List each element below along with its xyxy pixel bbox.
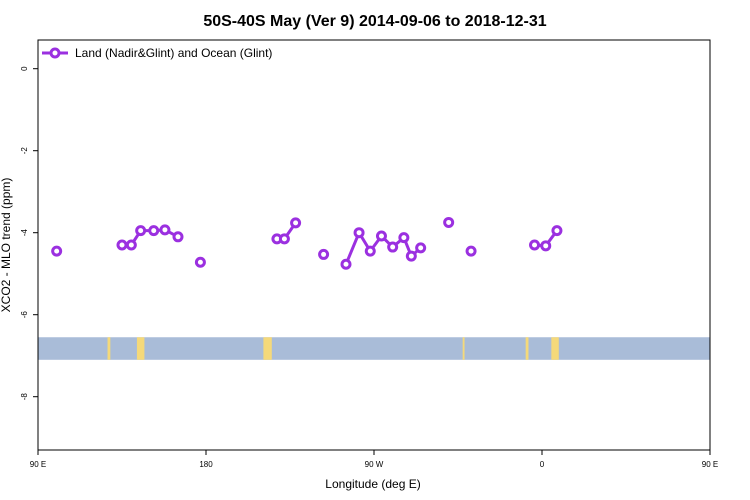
legend-entry: Land (Nadir&Glint) and Ocean (Glint) [75,46,272,60]
data-point-9 [278,233,290,245]
x-tick-label-1: 180 [199,460,213,469]
data-point-22 [529,239,541,251]
data-point-18 [405,250,417,262]
y-tick-label-4: -8 [20,393,29,401]
data-point-15 [375,230,387,242]
y-tick-label-2: -4 [20,229,29,237]
data-point-14 [364,245,376,257]
x-tick-label-0: 90 E [30,460,46,469]
map-strip [38,337,710,360]
map-land-2 [263,337,272,360]
data-point-19 [415,242,427,254]
y-tick-label-0: 0 [20,66,29,71]
data-point-12 [340,258,352,270]
map-land-1 [136,337,145,360]
y-axis-label: XCO2 - MLO trend (ppm) [0,178,13,313]
data-point-11 [318,248,330,260]
x-axis-label: Longitude (deg E) [325,477,420,491]
data-point-2 [125,239,137,251]
map-ocean [38,337,710,360]
map-land-3 [462,337,465,360]
data-point-21 [465,245,477,257]
data-point-17 [398,232,410,244]
map-land-5 [551,337,559,360]
chart-title: 50S-40S May (Ver 9) 2014-09-06 to 2018-1… [203,13,546,30]
data-point-24 [551,225,563,237]
legend: Land (Nadir&Glint) and Ocean (Glint) [42,46,272,60]
y-tick-label-1: -2 [20,147,29,155]
x-tick-label-3: 0 [540,460,545,469]
data-point-5 [159,224,171,236]
series-points [51,216,563,270]
data-point-23 [540,240,552,252]
map-land-4 [525,337,529,360]
data-point-4 [148,225,160,237]
data-point-7 [194,256,206,268]
data-point-13 [353,227,365,239]
data-point-16 [387,241,399,253]
series-lines [122,221,559,265]
data-point-10 [290,217,302,229]
legend-marker [49,47,61,59]
plot-frame [37,39,711,451]
y-tick-label-3: -6 [20,311,29,319]
data-point-6 [172,231,184,243]
data-point-20 [443,216,455,228]
data-point-0 [51,245,63,257]
x-tick-label-2: 90 W [365,460,384,469]
map-land-0 [107,337,111,360]
data-point-1 [116,239,128,251]
x-tick-label-4: 90 E [702,460,718,469]
data-point-3 [135,225,147,237]
y-axis-ticks: 0 -2 -4 -6 -8 [20,66,38,400]
